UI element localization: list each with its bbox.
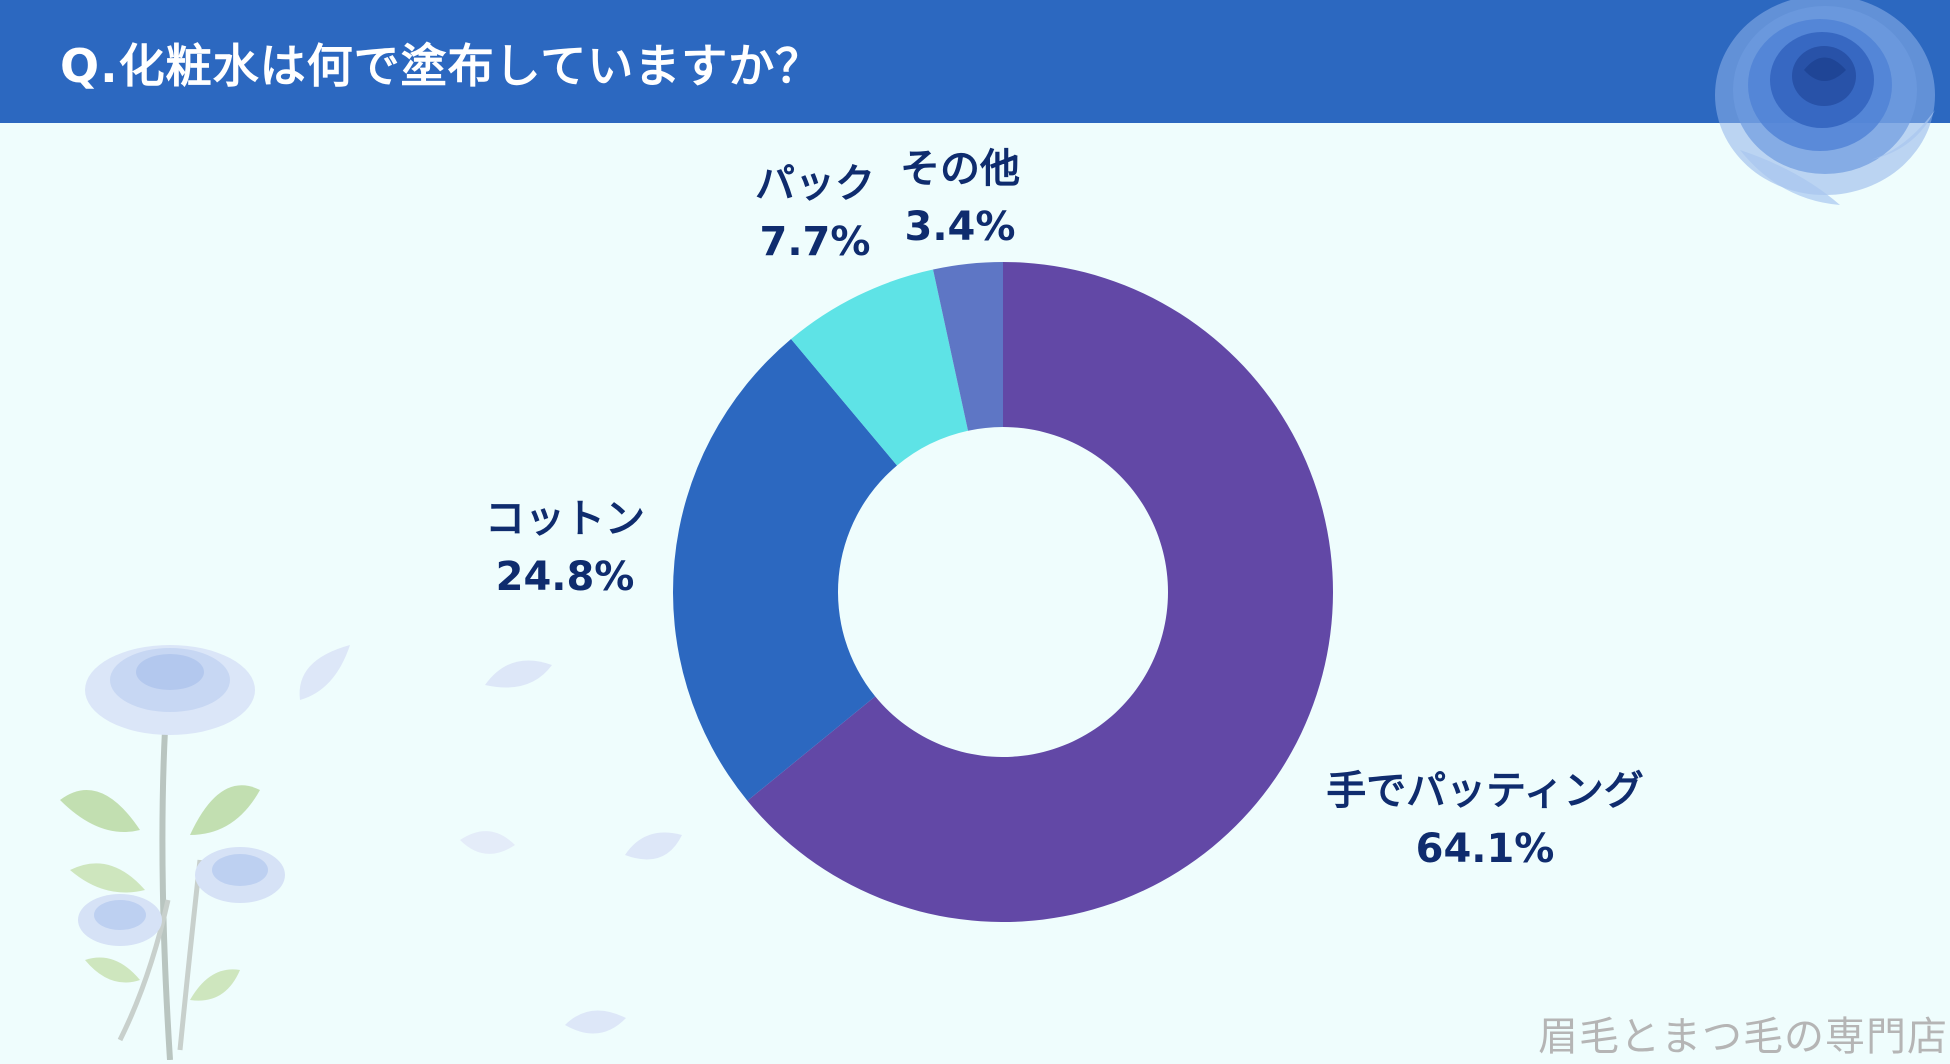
title-bar: Q.化粧水は何で塗布していますか？ [0,0,1950,123]
slice-label-teppatting: 手でパッティング 64.1% [1305,762,1665,878]
slice-label-name: コットン [485,496,645,542]
slice-label-value: 64.1% [1415,826,1555,872]
slice-label-name: 手でパッティング [1326,768,1644,814]
donut-slice-1 [673,339,898,801]
petal-image [625,832,682,860]
slice-label-cotton: コットン 24.8% [440,490,690,606]
slice-label-value: 3.4% [904,204,1016,250]
donut-slice-3 [933,262,1003,431]
donut-slice-0 [747,262,1334,923]
white-rose-image [60,645,285,1060]
watermark-text: 眉毛とまつ毛の専門店 [1538,1014,1948,1060]
slice-label-value: 24.8% [495,554,635,600]
petal-image [485,660,552,688]
slice-label-name: その他 [900,146,1020,192]
slice-label-other: その他 3.4% [880,140,1040,256]
petal-image [460,831,515,854]
petal-image [299,645,350,700]
petal-image [565,1010,626,1034]
page-title: Q.化粧水は何で塗布していますか？ [60,39,823,93]
slice-label-name: パック [755,161,875,207]
slice-label-value: 7.7% [759,219,871,265]
donut-slice-2 [791,269,969,466]
slice-label-pack: パック 7.7% [725,155,905,271]
blue-rose-image [1715,0,1935,205]
